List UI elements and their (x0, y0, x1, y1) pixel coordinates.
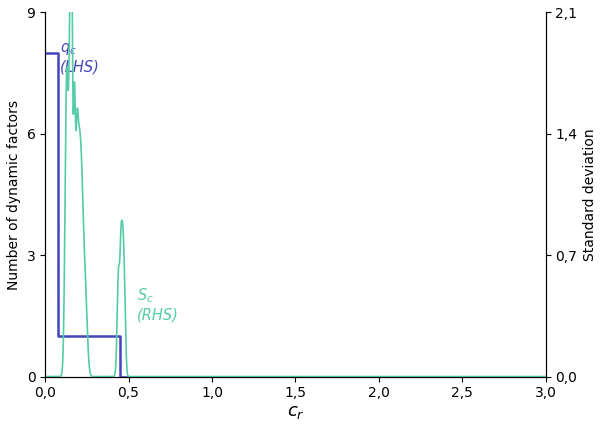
X-axis label: $c_r$: $c_r$ (286, 403, 304, 421)
Y-axis label: Standard deviation: Standard deviation (583, 128, 597, 261)
Text: $S_c$
(RHS): $S_c$ (RHS) (137, 286, 179, 322)
Text: $q_c$
(LHS): $q_c$ (LHS) (60, 41, 100, 74)
Y-axis label: Number of dynamic factors: Number of dynamic factors (7, 99, 21, 289)
